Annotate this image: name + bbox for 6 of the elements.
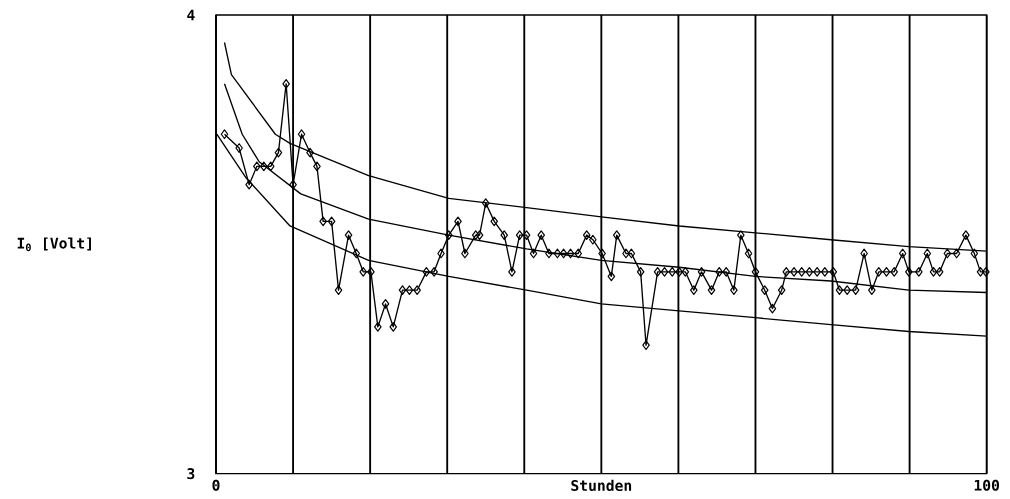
y-tick-label: 4	[187, 9, 195, 21]
x-tick-label: 100	[974, 479, 1000, 491]
x-axis-title: Stunden	[571, 479, 632, 492]
x-tick-label: 0	[212, 479, 220, 491]
y-tick-label: 3	[187, 468, 195, 480]
text: I$_{0}$ [Volt]	[17, 237, 91, 252]
